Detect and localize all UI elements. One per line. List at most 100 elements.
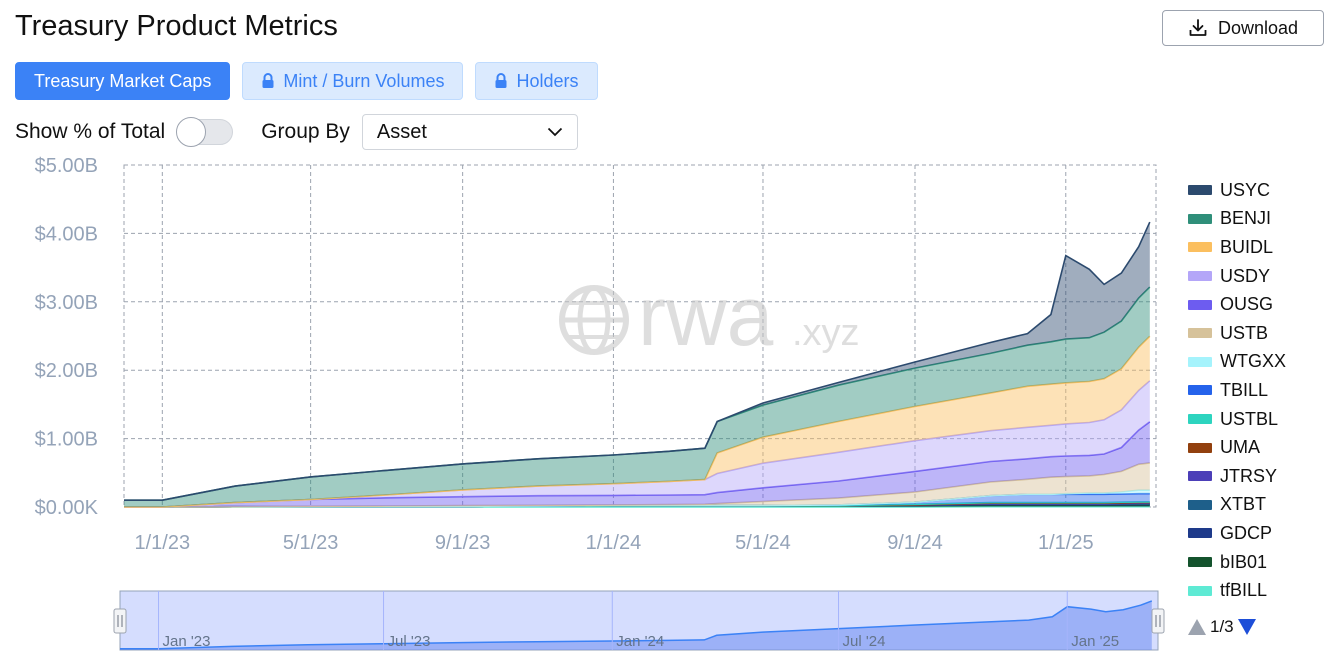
legend-swatch <box>1188 414 1212 425</box>
legend-swatch <box>1188 557 1212 568</box>
legend-label: GDCP <box>1220 522 1273 543</box>
legend-swatch <box>1188 528 1212 539</box>
toggle-knob <box>176 117 207 147</box>
line-ousg <box>124 421 1151 508</box>
x-tick-label: 1/1/25 <box>1038 532 1094 554</box>
navigator-line <box>120 600 1153 650</box>
legend-pager: 1/3 <box>1188 617 1256 637</box>
x-tick-label: 1/1/23 <box>135 532 191 554</box>
y-axis: $0.00K $1.00B $2.00B $3.00B $4.00B $5.00B <box>35 155 99 519</box>
area-ousg[interactable] <box>124 421 1150 507</box>
legend-item-ustb[interactable]: USTB <box>1188 319 1286 348</box>
legend-item-jtrsy[interactable]: JTRSY <box>1188 462 1286 491</box>
lock-icon <box>495 73 507 88</box>
legend-item-uma[interactable]: UMA <box>1188 433 1286 462</box>
legend-label: WTGXX <box>1220 351 1286 372</box>
legend-swatch <box>1188 328 1212 339</box>
tab-label: Holders <box>516 70 579 91</box>
stacked-areas <box>124 221 1151 508</box>
tab-treasury-market-caps[interactable]: Treasury Market Caps <box>15 62 231 100</box>
area-usdy[interactable] <box>124 380 1150 507</box>
legend-label: tfBILL <box>1220 580 1268 601</box>
legend-swatch <box>1188 242 1212 253</box>
legend-swatch <box>1188 385 1212 396</box>
legend-item-ustbl[interactable]: USTBL <box>1188 405 1286 434</box>
line-ustb <box>124 462 1150 508</box>
legend-swatch <box>1188 585 1212 596</box>
legend-label: BUIDL <box>1220 236 1274 257</box>
download-button[interactable]: Download <box>1162 10 1324 46</box>
chevron-down-icon <box>547 127 563 137</box>
legend-label: USYC <box>1220 179 1271 200</box>
legend-swatch <box>1188 442 1212 453</box>
page-title: Treasury Product Metrics <box>15 10 338 42</box>
line-usyc <box>124 221 1151 501</box>
rwa-watermark: rwa .xyz <box>559 269 860 363</box>
page-down-icon[interactable] <box>1237 619 1256 635</box>
y-tick-label: $0.00K <box>35 497 99 519</box>
market-cap-chart: $0.00K $1.00B $2.00B $3.00B $4.00B $5.00B 1/1… <box>35 155 1165 651</box>
legend-item-gdcp[interactable]: GDCP <box>1188 519 1286 548</box>
legend-item-xtbt[interactable]: XTBT <box>1188 491 1286 520</box>
x-tick-label: 9/1/23 <box>435 532 491 554</box>
navigator-right-handle[interactable] <box>1151 608 1165 634</box>
legend-item-bib01[interactable]: bIB01 <box>1188 548 1286 577</box>
legend-item-tbill[interactable]: TBILL <box>1188 376 1286 405</box>
x-tick-label: 5/1/23 <box>283 532 339 554</box>
navigator-tick-label: Jan '25 <box>1071 633 1119 650</box>
watermark-suffix: .xyz <box>792 312 860 354</box>
legend-item-benji[interactable]: BENJI <box>1188 205 1286 234</box>
download-label: Download <box>1217 17 1299 38</box>
y-tick-label: $3.00B <box>35 292 98 314</box>
y-tick-label: $1.00B <box>35 429 98 451</box>
chart-controls: Show % of Total Group By Asset <box>15 114 578 150</box>
percent-of-total-toggle[interactable] <box>176 117 234 147</box>
legend-swatch <box>1188 213 1212 224</box>
y-tick-label: $4.00B <box>35 223 98 245</box>
legend-item-usyc[interactable]: USYC <box>1188 176 1286 205</box>
group-by-select[interactable]: Asset <box>361 114 578 150</box>
x-tick-label: 9/1/24 <box>887 532 943 554</box>
tab-label: Mint / Burn Volumes <box>283 70 445 91</box>
legend-item-usdy[interactable]: USDY <box>1188 262 1286 291</box>
legend-label: USDY <box>1220 265 1271 286</box>
page-up-icon[interactable] <box>1188 619 1206 635</box>
area-usyc[interactable] <box>124 222 1150 501</box>
legend-label: USTBL <box>1220 408 1279 429</box>
chart-legend: USYC BENJI BUIDL USDY OUSG USTB WTGXX TBILL USTB… <box>1188 176 1286 605</box>
navigator-tick-label: Jul '24 <box>843 633 886 650</box>
range-navigator[interactable]: Jan '23 Jul '23 Jan '24 Jul '24 Jan '25 <box>113 590 1165 651</box>
watermark-main: rwa <box>638 269 774 363</box>
tab-label: Treasury Market Caps <box>34 70 212 91</box>
legend-label: OUSG <box>1220 294 1274 315</box>
area-benji[interactable] <box>124 287 1150 507</box>
area-buidl[interactable] <box>124 336 1150 507</box>
legend-page-text: 1/3 <box>1210 617 1234 636</box>
x-tick-label: 1/1/24 <box>586 532 642 554</box>
y-tick-label: $5.00B <box>35 155 98 177</box>
group-by-value: Asset <box>376 120 427 143</box>
legend-label: JTRSY <box>1220 465 1278 486</box>
navigator-tick-label: Jul '23 <box>388 633 431 650</box>
legend-label: bIB01 <box>1220 551 1268 572</box>
metric-tabs: Treasury Market Caps Mint / Burn Volumes… <box>15 62 598 100</box>
legend-swatch <box>1188 356 1212 367</box>
legend-item-wtgxx[interactable]: WTGXX <box>1188 348 1286 377</box>
tab-holders[interactable]: Holders <box>475 62 598 100</box>
legend-item-buidl[interactable]: BUIDL <box>1188 233 1286 262</box>
legend-item-ousg[interactable]: OUSG <box>1188 290 1286 319</box>
lock-icon <box>262 73 274 88</box>
area-ustb[interactable] <box>124 462 1150 507</box>
legend-label: TBILL <box>1220 379 1269 400</box>
group-by-label: Group By <box>261 120 350 143</box>
legend-label: USTB <box>1220 322 1269 343</box>
navigator-left-handle[interactable] <box>113 608 127 634</box>
navigator-tick-label: Jan '24 <box>616 633 664 650</box>
line-buidl <box>124 335 1151 508</box>
tab-mint-burn-volumes[interactable]: Mint / Burn Volumes <box>242 62 464 100</box>
legend-label: XTBT <box>1220 494 1267 515</box>
legend-swatch <box>1188 271 1212 282</box>
legend-swatch <box>1188 299 1212 310</box>
legend-item-tfbill[interactable]: tfBILL <box>1188 576 1286 605</box>
legend-swatch <box>1188 499 1212 510</box>
